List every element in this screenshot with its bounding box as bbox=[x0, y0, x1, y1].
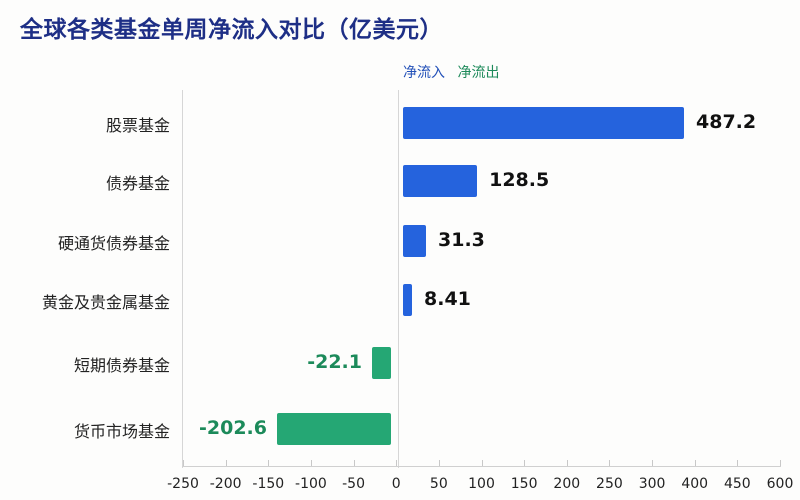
bar-inflow bbox=[403, 165, 478, 197]
value-label-inflow: 487.2 bbox=[696, 111, 757, 133]
x-tick bbox=[353, 460, 355, 466]
x-tick bbox=[310, 460, 312, 466]
x-tick-label: 100 bbox=[468, 476, 495, 492]
x-tick-label: -50 bbox=[342, 476, 365, 492]
bar-inflow bbox=[403, 225, 426, 257]
value-label-inflow: 8.41 bbox=[424, 288, 471, 310]
bar-outflow bbox=[277, 413, 391, 445]
x-tick-label: 400 bbox=[681, 476, 709, 492]
value-label-outflow: -22.1 bbox=[307, 351, 362, 373]
category-label: 股票基金 bbox=[105, 116, 170, 135]
bar-outflow bbox=[372, 347, 391, 379]
chart-title: 全球各类基金单周净流入对比（亿美元） bbox=[20, 17, 443, 43]
left-axis-line bbox=[182, 90, 183, 468]
bar-inflow bbox=[403, 284, 412, 316]
x-tick bbox=[609, 460, 611, 466]
category-label: 硬通货债券基金 bbox=[57, 234, 170, 253]
x-tick-label: 50 bbox=[429, 476, 448, 492]
legend: 净流入 净流出 bbox=[403, 62, 507, 82]
category-label: 债券基金 bbox=[105, 174, 170, 193]
value-label-inflow: 31.3 bbox=[438, 229, 485, 251]
legend-outflow: 净流出 bbox=[457, 65, 500, 81]
x-tick bbox=[396, 460, 398, 466]
zero-line bbox=[398, 90, 399, 468]
x-tick bbox=[566, 460, 568, 466]
x-tick bbox=[183, 460, 184, 466]
x-tick-label: 250 bbox=[596, 476, 623, 492]
x-tick bbox=[652, 460, 654, 466]
legend-inflow: 净流入 bbox=[403, 65, 445, 81]
x-tick bbox=[481, 460, 483, 466]
category-label: 黄金及贵金属基金 bbox=[41, 293, 170, 312]
x-tick bbox=[225, 460, 227, 466]
x-tick bbox=[438, 460, 440, 466]
x-tick-label: -100 bbox=[295, 476, 327, 492]
x-tick bbox=[737, 460, 739, 466]
value-label-outflow: -202.6 bbox=[199, 417, 267, 439]
x-tick-label: 200 bbox=[553, 476, 581, 492]
value-label-inflow: 128.5 bbox=[489, 169, 550, 191]
x-tick-label: 150 bbox=[510, 476, 538, 492]
x-tick-label: -250 bbox=[167, 476, 199, 492]
x-axis-line bbox=[182, 466, 781, 467]
x-tick-label: 0 bbox=[391, 476, 401, 492]
x-tick-label: 450 bbox=[723, 476, 751, 492]
x-tick-label: 300 bbox=[638, 476, 666, 492]
x-tick bbox=[268, 460, 270, 466]
bar-inflow bbox=[403, 107, 684, 139]
category-label: 短期债券基金 bbox=[73, 356, 170, 375]
x-tick-label: 600 bbox=[766, 476, 794, 492]
x-tick-label: -150 bbox=[252, 476, 285, 492]
x-tick-label: -200 bbox=[209, 476, 242, 492]
x-tick bbox=[694, 460, 696, 466]
x-tick bbox=[780, 460, 781, 466]
category-label: 货币市场基金 bbox=[73, 422, 170, 441]
x-tick bbox=[524, 460, 526, 466]
